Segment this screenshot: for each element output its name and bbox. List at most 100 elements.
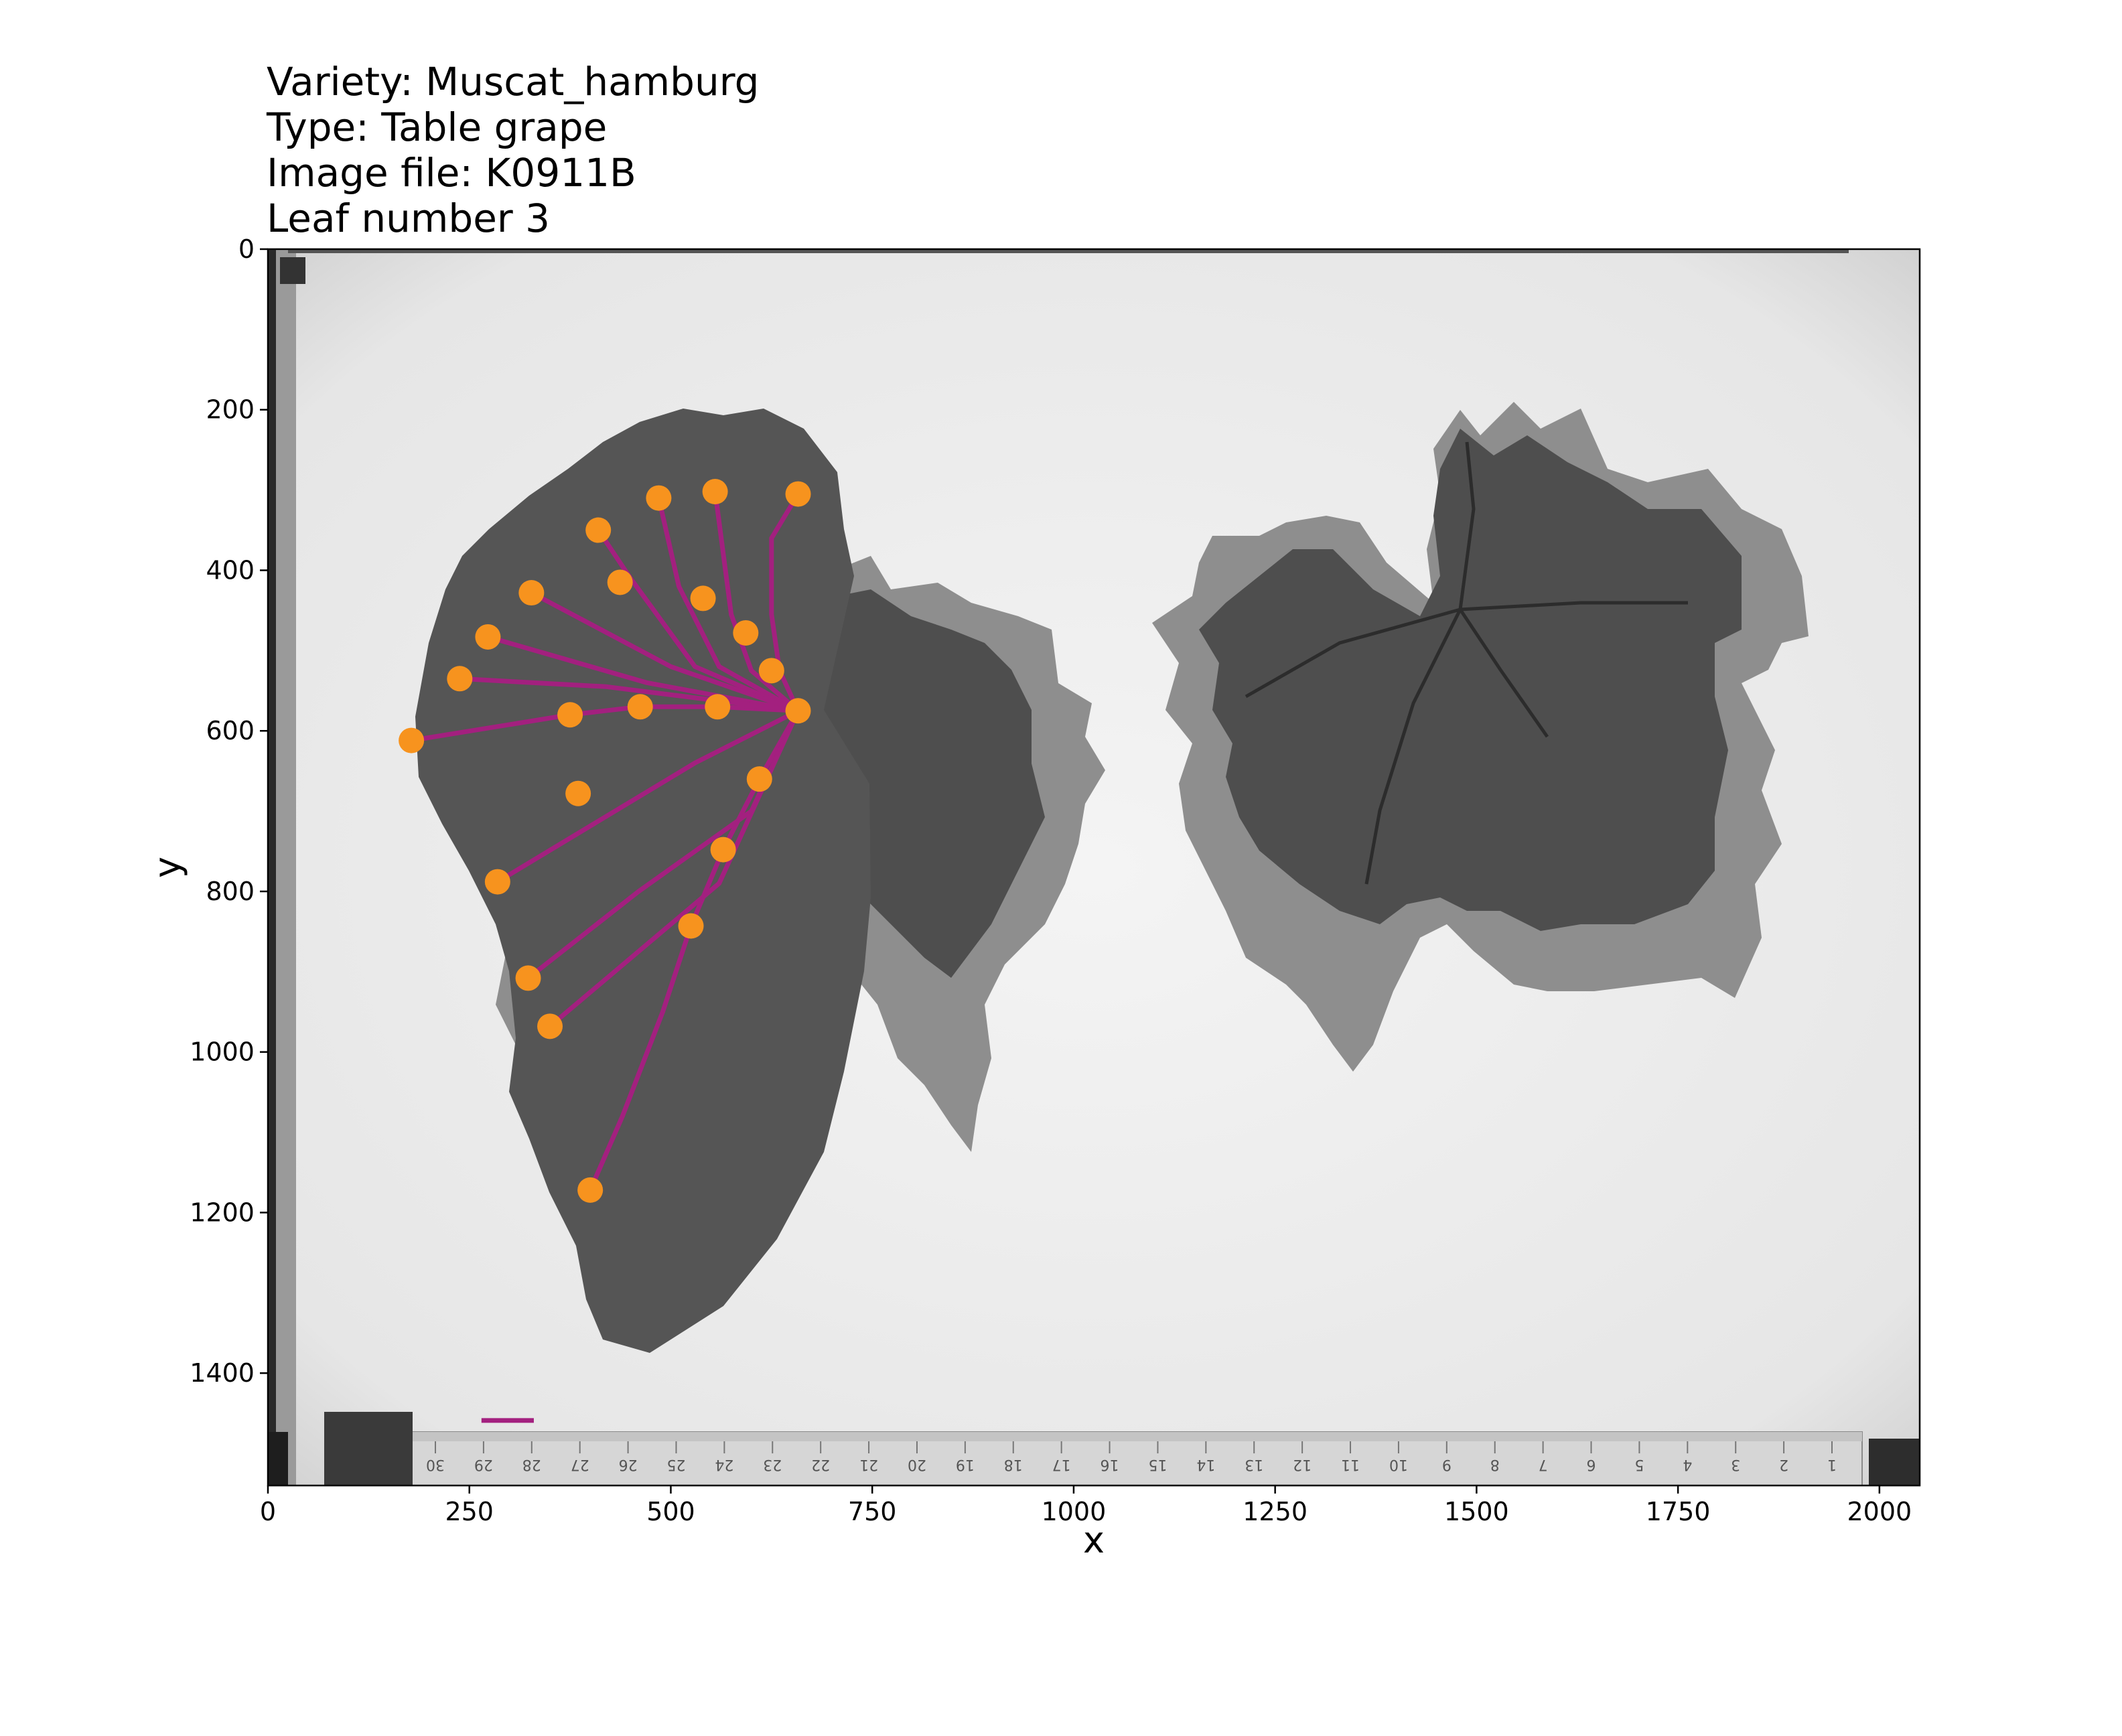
ruler-number: 30 bbox=[426, 1456, 445, 1473]
x-tick-label: 1750 bbox=[1646, 1497, 1711, 1526]
y-tick-label: 1200 bbox=[190, 1198, 255, 1227]
board-corner-clip bbox=[280, 257, 305, 284]
ruler-number: 23 bbox=[763, 1456, 782, 1473]
x-tick-label: 250 bbox=[445, 1497, 494, 1526]
landmark-point-15 bbox=[399, 727, 425, 753]
ruler-number: 15 bbox=[1148, 1456, 1167, 1473]
ruler-number: 5 bbox=[1634, 1456, 1644, 1473]
y-tick-label: 1000 bbox=[190, 1037, 255, 1067]
ruler-number: 3 bbox=[1731, 1456, 1740, 1473]
ruler-number: 11 bbox=[1341, 1456, 1360, 1473]
ruler-number: 24 bbox=[715, 1456, 733, 1473]
vein-line-11 bbox=[547, 708, 801, 1029]
landmark-point-3 bbox=[585, 517, 612, 543]
second-leaf-veins bbox=[1245, 441, 1688, 885]
x-tick-label: 1000 bbox=[1042, 1497, 1107, 1526]
landmark-point-8 bbox=[758, 658, 784, 684]
title-type: Type: Table grape bbox=[267, 104, 608, 150]
title-variety: Variety: Muscat_hamburg bbox=[267, 59, 760, 104]
vein-line-9 bbox=[495, 708, 801, 885]
landmark-point-7 bbox=[733, 620, 759, 646]
y-tick-label: 400 bbox=[206, 555, 255, 585]
landmark-point-19 bbox=[484, 869, 510, 895]
y-tick-label: 200 bbox=[206, 395, 255, 425]
ruler: 30 29 28 27 26 25 24 23 22 21 20 19 18 17 16 15 14 13 12 11… bbox=[268, 1412, 1920, 1486]
landmark-point-2 bbox=[646, 485, 672, 511]
landmark-point-21 bbox=[515, 965, 541, 991]
ruler-tick-strip bbox=[409, 1432, 1862, 1441]
figure-title: Variety: Muscat_hamburg Type: Table grap… bbox=[267, 59, 759, 241]
ruler-clamp-left bbox=[324, 1412, 413, 1486]
ruler-number: 18 bbox=[1004, 1456, 1023, 1473]
landmark-point-0 bbox=[785, 481, 811, 507]
vein-line-5 bbox=[595, 528, 801, 713]
x-tick-label: 750 bbox=[848, 1497, 897, 1526]
ruler-number: 21 bbox=[859, 1456, 878, 1473]
x-tick-label: 0 bbox=[260, 1497, 276, 1526]
ruler-number: 13 bbox=[1245, 1456, 1263, 1473]
x-tick-label: 1250 bbox=[1243, 1497, 1307, 1526]
board-left-frame bbox=[276, 249, 296, 1486]
vein-line-4 bbox=[656, 496, 801, 713]
landmark-point-10 bbox=[447, 666, 473, 692]
x-axis: 0 250 500 750 1000 1250 1500 1750 2000 bbox=[260, 1486, 1912, 1526]
ruler-number: 1 bbox=[1827, 1456, 1837, 1473]
landmark-point-6 bbox=[690, 585, 716, 611]
second-leaf-dark bbox=[1199, 429, 1742, 931]
y-tick-label: 800 bbox=[206, 877, 255, 906]
landmark-point-4 bbox=[518, 580, 545, 606]
ruler-number: 12 bbox=[1293, 1456, 1312, 1473]
board-bottom-corner bbox=[268, 1432, 288, 1486]
ruler-number: 14 bbox=[1196, 1456, 1215, 1473]
board-left-edge bbox=[268, 249, 276, 1486]
vein-line-6 bbox=[528, 590, 801, 713]
landmark-point-14 bbox=[785, 698, 811, 724]
plot-frame bbox=[267, 248, 1921, 1487]
ruler-number: 16 bbox=[1101, 1456, 1119, 1473]
landmark-point-22 bbox=[537, 1013, 563, 1039]
ruler-number: 4 bbox=[1683, 1456, 1692, 1473]
ruler-number: 17 bbox=[1052, 1456, 1071, 1473]
ruler-number: 25 bbox=[666, 1456, 685, 1473]
x-tick-label: 500 bbox=[646, 1497, 695, 1526]
landmark-point-20 bbox=[678, 913, 704, 939]
ruler-number: 9 bbox=[1442, 1456, 1452, 1473]
ruler-number: 8 bbox=[1490, 1456, 1500, 1473]
ruler-number: 7 bbox=[1539, 1456, 1548, 1473]
landmark-point-16 bbox=[746, 766, 772, 792]
photo-layer bbox=[268, 249, 1920, 1486]
landmark-point-1 bbox=[702, 479, 728, 505]
landmark-point-5 bbox=[607, 569, 633, 595]
y-axis-label: y bbox=[146, 857, 188, 878]
landmark-point-12 bbox=[627, 694, 653, 720]
y-tick-label: 1400 bbox=[190, 1358, 255, 1388]
ruler-number: 26 bbox=[619, 1456, 638, 1473]
ruler-number: 10 bbox=[1389, 1456, 1408, 1473]
landmark-point-18 bbox=[710, 837, 736, 863]
landmark-point-23 bbox=[577, 1177, 604, 1203]
ruler-clamp-right bbox=[1869, 1439, 1920, 1486]
ruler-number: 29 bbox=[474, 1456, 493, 1473]
x-axis-label: x bbox=[1083, 1519, 1105, 1561]
ruler-number: 28 bbox=[522, 1456, 541, 1473]
annotation-overlay bbox=[399, 479, 811, 1423]
landmark-point-9 bbox=[475, 624, 501, 650]
landmark-point-11 bbox=[557, 702, 583, 728]
x-tick-label: 2000 bbox=[1847, 1497, 1912, 1526]
board-top-edge bbox=[288, 249, 1849, 253]
vein-line-7 bbox=[485, 634, 801, 713]
title-leaf-number: Leaf number 3 bbox=[267, 196, 551, 241]
first-leaf-dark-left bbox=[415, 409, 871, 1353]
landmark-point-13 bbox=[705, 694, 731, 720]
ruler-number: 19 bbox=[956, 1456, 975, 1473]
title-image-file: Image file: K0911B bbox=[267, 150, 636, 196]
x-tick-label: 1500 bbox=[1444, 1497, 1509, 1526]
ruler-number: 6 bbox=[1587, 1456, 1596, 1473]
ruler-numbers: 30 29 28 27 26 25 24 23 22 21 20 19 18 17 16 15 14 13 12 11… bbox=[426, 1441, 1837, 1473]
ruler-number: 2 bbox=[1779, 1456, 1788, 1473]
y-axis: 0 200 400 600 800 1000 1200 1400 bbox=[190, 234, 268, 1388]
ruler-number: 22 bbox=[811, 1456, 830, 1473]
y-tick-label: 0 bbox=[238, 234, 255, 264]
vein-line-8 bbox=[457, 676, 801, 713]
